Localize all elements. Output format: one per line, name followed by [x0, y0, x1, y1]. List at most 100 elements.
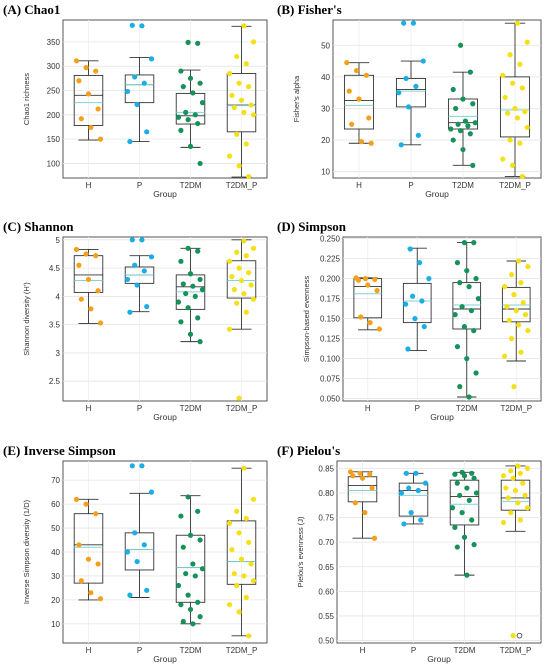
data-point [250, 112, 257, 118]
data-point [241, 238, 247, 244]
data-point [85, 91, 92, 97]
data-point [401, 20, 407, 26]
data-point [461, 534, 468, 540]
x-tick-label: H [86, 646, 92, 655]
panel-pielou-s: (F) Pielou's 0.50 0.55 0.60 0.65 0.70 0.75 0.80… [277, 443, 545, 665]
data-point [141, 80, 147, 86]
data-point [185, 117, 191, 123]
x-tick-label: H [365, 404, 371, 413]
data-point [83, 65, 89, 71]
x-tick-label: P [137, 404, 142, 413]
data-point [236, 395, 242, 401]
x-tick-label: P [137, 181, 142, 190]
y-tick-label: 10 [51, 620, 60, 629]
data-point [129, 463, 135, 469]
data-point [234, 249, 240, 255]
data-point [190, 90, 196, 96]
data-point [250, 245, 257, 251]
data-point [197, 339, 203, 345]
data-point [511, 292, 517, 298]
data-point [467, 69, 473, 75]
data-point [141, 542, 147, 548]
data-point [88, 306, 94, 312]
data-point [246, 633, 252, 639]
data-point [421, 324, 427, 330]
data-point [234, 508, 240, 514]
y-tick-label: 0.050 [320, 395, 341, 404]
data-point [371, 535, 378, 541]
data-point [183, 570, 189, 577]
panel-title: (E) Inverse Simpson [3, 443, 116, 458]
data-point [250, 496, 257, 502]
box-iqr [73, 513, 104, 584]
data-point [199, 286, 206, 293]
x-tick-label: H [360, 646, 366, 655]
data-point [231, 570, 237, 577]
data-point [508, 272, 515, 278]
data-point [449, 505, 456, 511]
x-tick-label: P [137, 646, 142, 655]
data-point [471, 328, 477, 334]
data-point [469, 517, 475, 523]
y-tick-label: 0.075 [320, 375, 341, 384]
y-tick-label: 0.50 [318, 637, 334, 646]
data-point [238, 556, 245, 562]
y-tick-label: 0.225 [320, 255, 341, 264]
data-point [234, 53, 240, 60]
y-tick-label: 0.175 [320, 295, 341, 304]
chart-shannon: 2.5 3 3.5 4 4.5 5 H P T2DM T2DM_P Group Shannon div… [22, 236, 268, 422]
data-point [183, 109, 189, 115]
data-point [408, 510, 414, 516]
data-point [88, 590, 94, 596]
data-point [243, 594, 249, 601]
data-point [509, 80, 516, 86]
data-point [519, 173, 525, 180]
y-tick-label: 0.60 [318, 587, 334, 596]
box-iqr [343, 74, 375, 130]
y-tick-label: 300 [47, 62, 61, 71]
y-tick-label: 0.65 [318, 563, 334, 572]
data-point [226, 258, 233, 264]
data-point [127, 138, 133, 145]
data-point [398, 142, 404, 148]
y-tick-label: 30 [321, 104, 330, 113]
data-point [403, 470, 409, 476]
data-point [132, 530, 138, 536]
data-point [236, 80, 242, 86]
data-point [236, 163, 242, 169]
data-point [148, 489, 155, 495]
data-point [525, 328, 531, 334]
data-point [522, 312, 529, 318]
data-point [231, 104, 237, 111]
data-point [452, 312, 458, 318]
y-tick-label: 0.250 [320, 235, 341, 244]
y-tick-label: 0.80 [318, 489, 334, 498]
data-point [506, 317, 512, 323]
x-tick-label: T2DM [180, 404, 202, 413]
y-tick-label: 0.75 [318, 514, 334, 523]
x-axis-label: Group [430, 412, 454, 422]
data-point [464, 485, 470, 491]
data-point [344, 60, 350, 66]
data-point [512, 487, 519, 494]
data-point [129, 237, 135, 243]
data-point [195, 599, 201, 605]
data-point [250, 39, 257, 45]
data-point [508, 510, 514, 516]
data-point [243, 61, 249, 67]
data-point [248, 561, 254, 567]
box-iqr [226, 520, 257, 585]
data-point [507, 52, 513, 58]
data-point [522, 109, 528, 115]
y-tick-label: 0.85 [318, 464, 334, 473]
data-point [471, 475, 477, 481]
chart-fisher-s: 10 20 30 40 50 H P T2DM T2DM_P Group Fisher's alph… [292, 19, 542, 199]
data-point [246, 173, 252, 180]
data-point [183, 290, 189, 297]
data-point [197, 537, 203, 543]
data-point [178, 258, 184, 264]
y-tick-label: 40 [51, 548, 60, 557]
data-point [520, 480, 526, 486]
data-point [78, 296, 84, 302]
data-point [367, 471, 373, 477]
